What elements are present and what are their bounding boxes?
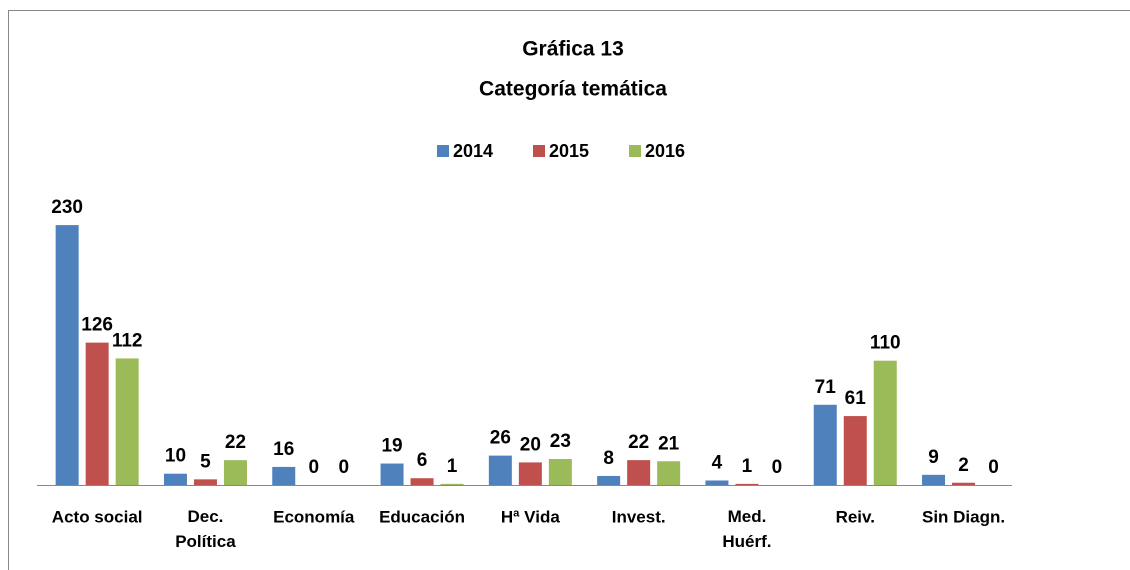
data-label: 230 [51, 197, 83, 218]
legend-swatch [533, 145, 545, 157]
chart-frame [8, 10, 1130, 570]
data-label: 1 [447, 456, 458, 477]
bar [735, 483, 759, 485]
bar [163, 473, 187, 485]
data-label: 0 [988, 457, 999, 478]
bar [488, 455, 512, 485]
data-label: 20 [520, 434, 541, 455]
x-tick-label: Acto social [52, 507, 143, 526]
bar [922, 474, 946, 485]
data-label: 71 [815, 377, 837, 398]
data-label: 22 [225, 432, 246, 453]
bar [597, 475, 621, 485]
bar [193, 479, 217, 485]
data-label: 61 [845, 388, 867, 409]
data-label: 0 [338, 457, 349, 478]
data-label: 1 [742, 456, 753, 477]
data-label: 4 [712, 452, 723, 473]
x-tick-label: Sin Diagn. [922, 507, 1005, 526]
bar [272, 466, 296, 485]
data-label: 21 [658, 433, 680, 454]
bar [380, 463, 404, 485]
bar [223, 460, 247, 485]
data-label: 22 [628, 432, 649, 453]
data-label: 9 [928, 447, 939, 468]
x-tick-label: Invest. [612, 507, 666, 526]
bar [410, 478, 434, 485]
data-label: 126 [81, 315, 113, 336]
data-label: 110 [870, 333, 901, 354]
x-tick-label: Economía [273, 507, 355, 526]
bar [518, 462, 542, 485]
bar [657, 461, 681, 485]
data-label: 6 [417, 450, 428, 471]
x-tick-label: Reiv. [836, 507, 875, 526]
data-label: 26 [490, 428, 511, 449]
bar [627, 460, 651, 485]
data-label: 23 [550, 431, 571, 452]
bar [873, 360, 897, 485]
bar [813, 404, 837, 485]
bar [55, 225, 79, 485]
data-label: 5 [200, 451, 211, 472]
data-label: 2 [958, 455, 969, 476]
x-tick-label: Med. Huérf. [722, 507, 771, 551]
bar [85, 342, 109, 485]
chart-title: Gráfica 13 [522, 38, 624, 61]
chart-subtitle: Categoría temática [479, 78, 667, 101]
x-tick-label: Dec. Política [175, 507, 236, 551]
legend-label: 2015 [549, 141, 589, 161]
data-label: 112 [112, 330, 143, 351]
data-label: 0 [308, 457, 319, 478]
data-label: 16 [273, 439, 294, 460]
x-tick-label: Educación [379, 507, 465, 526]
legend-label: 2014 [453, 141, 493, 161]
bar [115, 358, 139, 485]
data-label: 8 [603, 448, 614, 469]
data-label: 19 [381, 436, 402, 457]
legend-swatch [437, 145, 449, 157]
bar [952, 482, 976, 485]
bar [548, 459, 572, 485]
x-tick-label: Hª Vida [501, 507, 560, 526]
data-label: 0 [772, 457, 783, 478]
bar [705, 480, 729, 485]
bar [440, 483, 464, 485]
legend-swatch [629, 145, 641, 157]
bar [843, 416, 867, 485]
legend-label: 2016 [645, 141, 685, 161]
data-label: 10 [165, 446, 186, 467]
